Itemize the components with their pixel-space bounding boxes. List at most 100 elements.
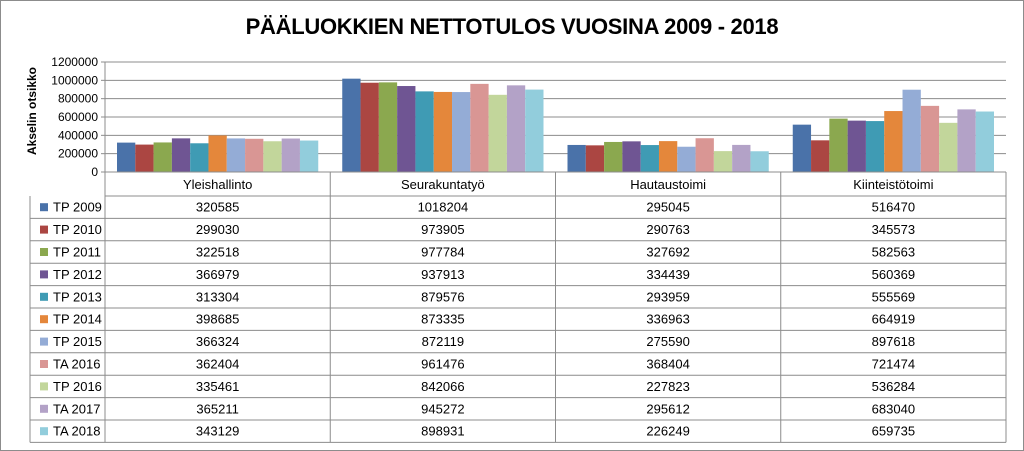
bar-tp-2014 [208,135,227,172]
bar-tp-2015 [677,146,696,172]
data-label: 879576 [421,289,464,304]
bar-ta-2017 [506,85,526,172]
data-label: 335461 [196,379,239,394]
bar-tp-2016 [488,94,507,172]
bar-ta-2018 [975,111,994,172]
data-label: 977784 [421,245,464,260]
bar-tp-2013 [190,143,209,172]
bar-tp-2011 [829,118,848,172]
bar-tp-2011 [604,141,623,172]
bar-tp-2013 [640,145,659,172]
data-label: 664919 [872,312,915,327]
data-label: 275590 [646,334,689,349]
data-label: 313304 [196,289,239,304]
y-tick-label: 600000 [58,110,98,124]
legend-label: TP 2009 [53,200,102,215]
bar-tp-2011 [153,142,172,172]
legend-key [40,248,48,256]
legend-label: TP 2015 [53,334,102,349]
data-label: 366979 [196,267,239,282]
legend-label: TP 2012 [53,267,102,282]
data-label: 295612 [646,401,689,416]
data-label: 293959 [646,289,689,304]
data-label: 555569 [872,289,915,304]
category-label: Hautaustoimi [630,177,706,192]
legend-key [40,360,48,368]
data-label: 398685 [196,312,239,327]
data-label: 842066 [421,379,464,394]
data-label: 721474 [872,357,915,372]
bar-tp-2015 [902,89,921,172]
data-label: 1018204 [418,200,469,215]
bar-tp-2014 [658,141,678,172]
chart-title: PÄÄLUOKKIEN NETTOTULOS VUOSINA 2009 - 20… [245,14,779,39]
data-label: 320585 [196,200,239,215]
bar-tp-2009 [792,124,812,172]
data-label: 582563 [872,245,915,260]
bar-ta-2017 [281,138,300,172]
y-tick-label: 200000 [58,147,98,161]
data-label: 345573 [872,222,915,237]
bar-ta-2016 [470,83,489,172]
bar-tp-2016 [263,141,282,172]
data-label: 898931 [421,424,464,439]
bar-ta-2016 [695,138,714,172]
data-label: 560369 [872,267,915,282]
legend-label: TP 2010 [53,222,102,237]
legend-key [40,225,48,234]
legend-label: TP 2011 [53,245,101,260]
data-label: 365211 [196,401,238,416]
legend-label: TA 2016 [53,357,100,372]
legend-label: TP 2013 [53,289,102,304]
category-label: Kiinteistötoimi [853,177,933,192]
bar-tp-2012 [622,141,641,172]
bar-tp-2016 [713,151,733,172]
data-label: 516470 [872,200,915,215]
data-label: 227823 [646,379,689,394]
data-label: 295045 [646,200,689,215]
bar-tp-2010 [811,140,830,172]
bar-tp-2010 [360,82,379,172]
legend-key [40,404,48,413]
legend-label: TP 2014 [53,312,102,327]
data-label: 362404 [196,357,239,372]
data-label: 897618 [872,334,915,349]
data-label: 973905 [421,222,464,237]
legend-key [40,315,48,324]
data-label: 343129 [196,424,239,439]
bar-tp-2013 [415,91,434,172]
y-tick-label: 400000 [58,128,98,142]
bar-tp-2011 [378,82,398,172]
bar-tp-2010 [585,145,605,172]
bar-tp-2009 [117,142,136,172]
legend-key [40,337,48,346]
bar-tp-2013 [865,121,885,172]
bar-tp-2009 [567,144,586,172]
bar-tp-2012 [397,86,416,172]
legend-key [40,292,48,301]
data-label: 327692 [646,245,689,260]
data-label: 945272 [421,401,464,416]
bar-tp-2012 [847,120,866,172]
bar-tp-2016 [939,122,958,172]
data-label: 659735 [872,424,915,439]
data-label: 334439 [646,267,689,282]
data-label: 290763 [646,222,689,237]
data-label: 366324 [196,334,239,349]
bar-ta-2018 [525,89,544,172]
data-label: 368404 [646,357,689,372]
bar-tp-2014 [884,111,903,172]
bar-ta-2018 [299,140,319,172]
bar-tp-2015 [226,138,246,172]
bar-ta-2016 [245,138,264,172]
data-label: 536284 [872,379,915,394]
data-label: 226249 [646,424,689,439]
legend-label: TA 2018 [53,424,100,439]
bar-tp-2015 [452,92,471,172]
bar-ta-2017 [732,144,751,172]
legend-label: TP 2016 [53,379,102,394]
category-label: Seurakuntatyö [401,177,485,192]
data-label: 336963 [646,312,689,327]
data-label: 872119 [422,334,464,349]
